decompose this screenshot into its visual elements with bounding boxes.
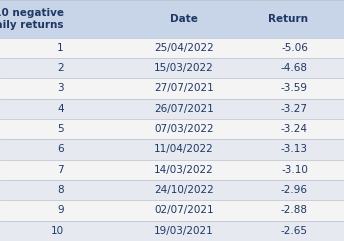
Bar bbox=[0, 58, 344, 78]
Bar bbox=[0, 78, 344, 99]
Text: -3.13: -3.13 bbox=[281, 145, 308, 154]
Bar bbox=[0, 160, 344, 180]
Text: 14/03/2022: 14/03/2022 bbox=[154, 165, 214, 175]
Text: 02/07/2021: 02/07/2021 bbox=[154, 206, 214, 215]
Text: Top 10 negative
daily returns: Top 10 negative daily returns bbox=[0, 8, 64, 30]
Text: Date: Date bbox=[170, 14, 198, 24]
Text: 3: 3 bbox=[57, 83, 64, 94]
Bar bbox=[0, 180, 344, 200]
Text: 15/03/2022: 15/03/2022 bbox=[154, 63, 214, 73]
Text: 11/04/2022: 11/04/2022 bbox=[154, 145, 214, 154]
Text: 8: 8 bbox=[57, 185, 64, 195]
Bar bbox=[0, 200, 344, 221]
Text: 6: 6 bbox=[57, 145, 64, 154]
Text: -3.24: -3.24 bbox=[281, 124, 308, 134]
Text: 4: 4 bbox=[57, 104, 64, 114]
Text: 27/07/2021: 27/07/2021 bbox=[154, 83, 214, 94]
Text: Return: Return bbox=[268, 14, 308, 24]
Text: -5.06: -5.06 bbox=[281, 43, 308, 53]
Text: -2.65: -2.65 bbox=[281, 226, 308, 236]
Text: -4.68: -4.68 bbox=[281, 63, 308, 73]
Text: 9: 9 bbox=[57, 206, 64, 215]
Text: -3.10: -3.10 bbox=[281, 165, 308, 175]
Text: 7: 7 bbox=[57, 165, 64, 175]
Bar bbox=[0, 99, 344, 119]
Text: -3.27: -3.27 bbox=[281, 104, 308, 114]
Text: 26/07/2021: 26/07/2021 bbox=[154, 104, 214, 114]
Text: -2.88: -2.88 bbox=[281, 206, 308, 215]
Bar bbox=[0, 0, 344, 38]
Bar bbox=[0, 38, 344, 58]
Text: -2.96: -2.96 bbox=[281, 185, 308, 195]
Bar bbox=[0, 119, 344, 139]
Text: 10: 10 bbox=[51, 226, 64, 236]
Text: 25/04/2022: 25/04/2022 bbox=[154, 43, 214, 53]
Bar bbox=[0, 139, 344, 160]
Text: 5: 5 bbox=[57, 124, 64, 134]
Text: 1: 1 bbox=[57, 43, 64, 53]
Bar bbox=[0, 221, 344, 241]
Text: 2: 2 bbox=[57, 63, 64, 73]
Text: 07/03/2022: 07/03/2022 bbox=[154, 124, 214, 134]
Text: -3.59: -3.59 bbox=[281, 83, 308, 94]
Text: 24/10/2022: 24/10/2022 bbox=[154, 185, 214, 195]
Text: 19/03/2021: 19/03/2021 bbox=[154, 226, 214, 236]
